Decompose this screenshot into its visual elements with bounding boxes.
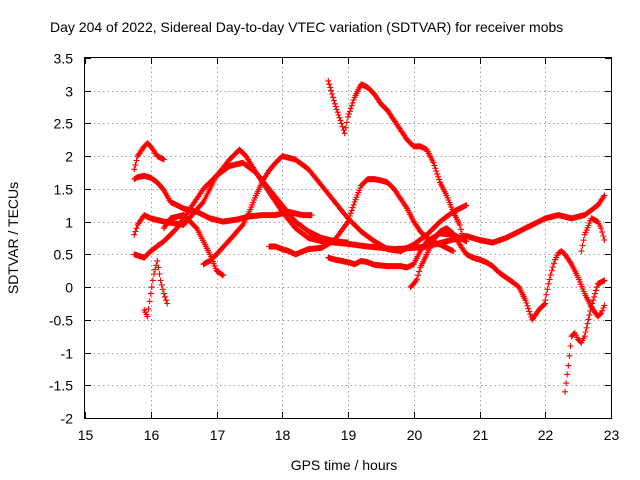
plot-frame: [84, 57, 612, 419]
plus-markers: [131, 140, 167, 173]
y-tick-label: 0.5: [54, 247, 74, 263]
plus-markers: [578, 215, 608, 255]
chart-title: Day 204 of 2022, Sidereal Day-to-day VTE…: [50, 19, 563, 35]
y-tick-label: 1.5: [54, 182, 74, 198]
y-tick-label: -1.5: [49, 378, 73, 394]
x-tick-label: 19: [341, 427, 357, 443]
plus-markers: [407, 225, 549, 323]
x-tick-label: 23: [604, 427, 620, 443]
x-tick-label: 16: [144, 427, 160, 443]
y-tick-label: 0: [65, 280, 73, 296]
series-arc-5: [141, 257, 171, 320]
x-tick-label: 15: [78, 427, 94, 443]
x-tick-label: 20: [407, 427, 423, 443]
x-tick-label: 17: [210, 427, 226, 443]
y-tick-label: 2: [65, 149, 73, 165]
y-tick-label: 3.5: [54, 51, 74, 67]
y-tick-label: -2: [61, 411, 74, 427]
y-tick-label: -1: [61, 346, 74, 362]
series-arc-11: [407, 225, 549, 323]
y-axis-label: SDTVAR / TECUs: [5, 182, 21, 294]
y-tick-label: 3: [65, 84, 73, 100]
series-arc-13: [562, 277, 608, 395]
y-tick-label: -0.5: [49, 313, 73, 329]
plus-markers: [141, 257, 171, 320]
plus-markers: [325, 77, 467, 241]
x-axis-label: GPS time / hours: [291, 457, 398, 473]
series-arc-10: [325, 77, 467, 241]
x-tick-label: 21: [473, 427, 489, 443]
axis-ticks: 15 16 17 18 19 20 21 22 23 -2 -1.5 -1 -0.5 0 0.5 1 1.5 2 2…: [49, 51, 620, 444]
x-tick-label: 22: [538, 427, 554, 443]
data-series: [131, 77, 608, 395]
y-tick-label: 2.5: [54, 116, 74, 132]
series-arc-2: [131, 140, 167, 173]
series-arc-14: [578, 215, 608, 255]
plus-markers: [562, 277, 608, 395]
y-tick-label: 1: [65, 215, 73, 231]
x-tick-label: 18: [275, 427, 291, 443]
